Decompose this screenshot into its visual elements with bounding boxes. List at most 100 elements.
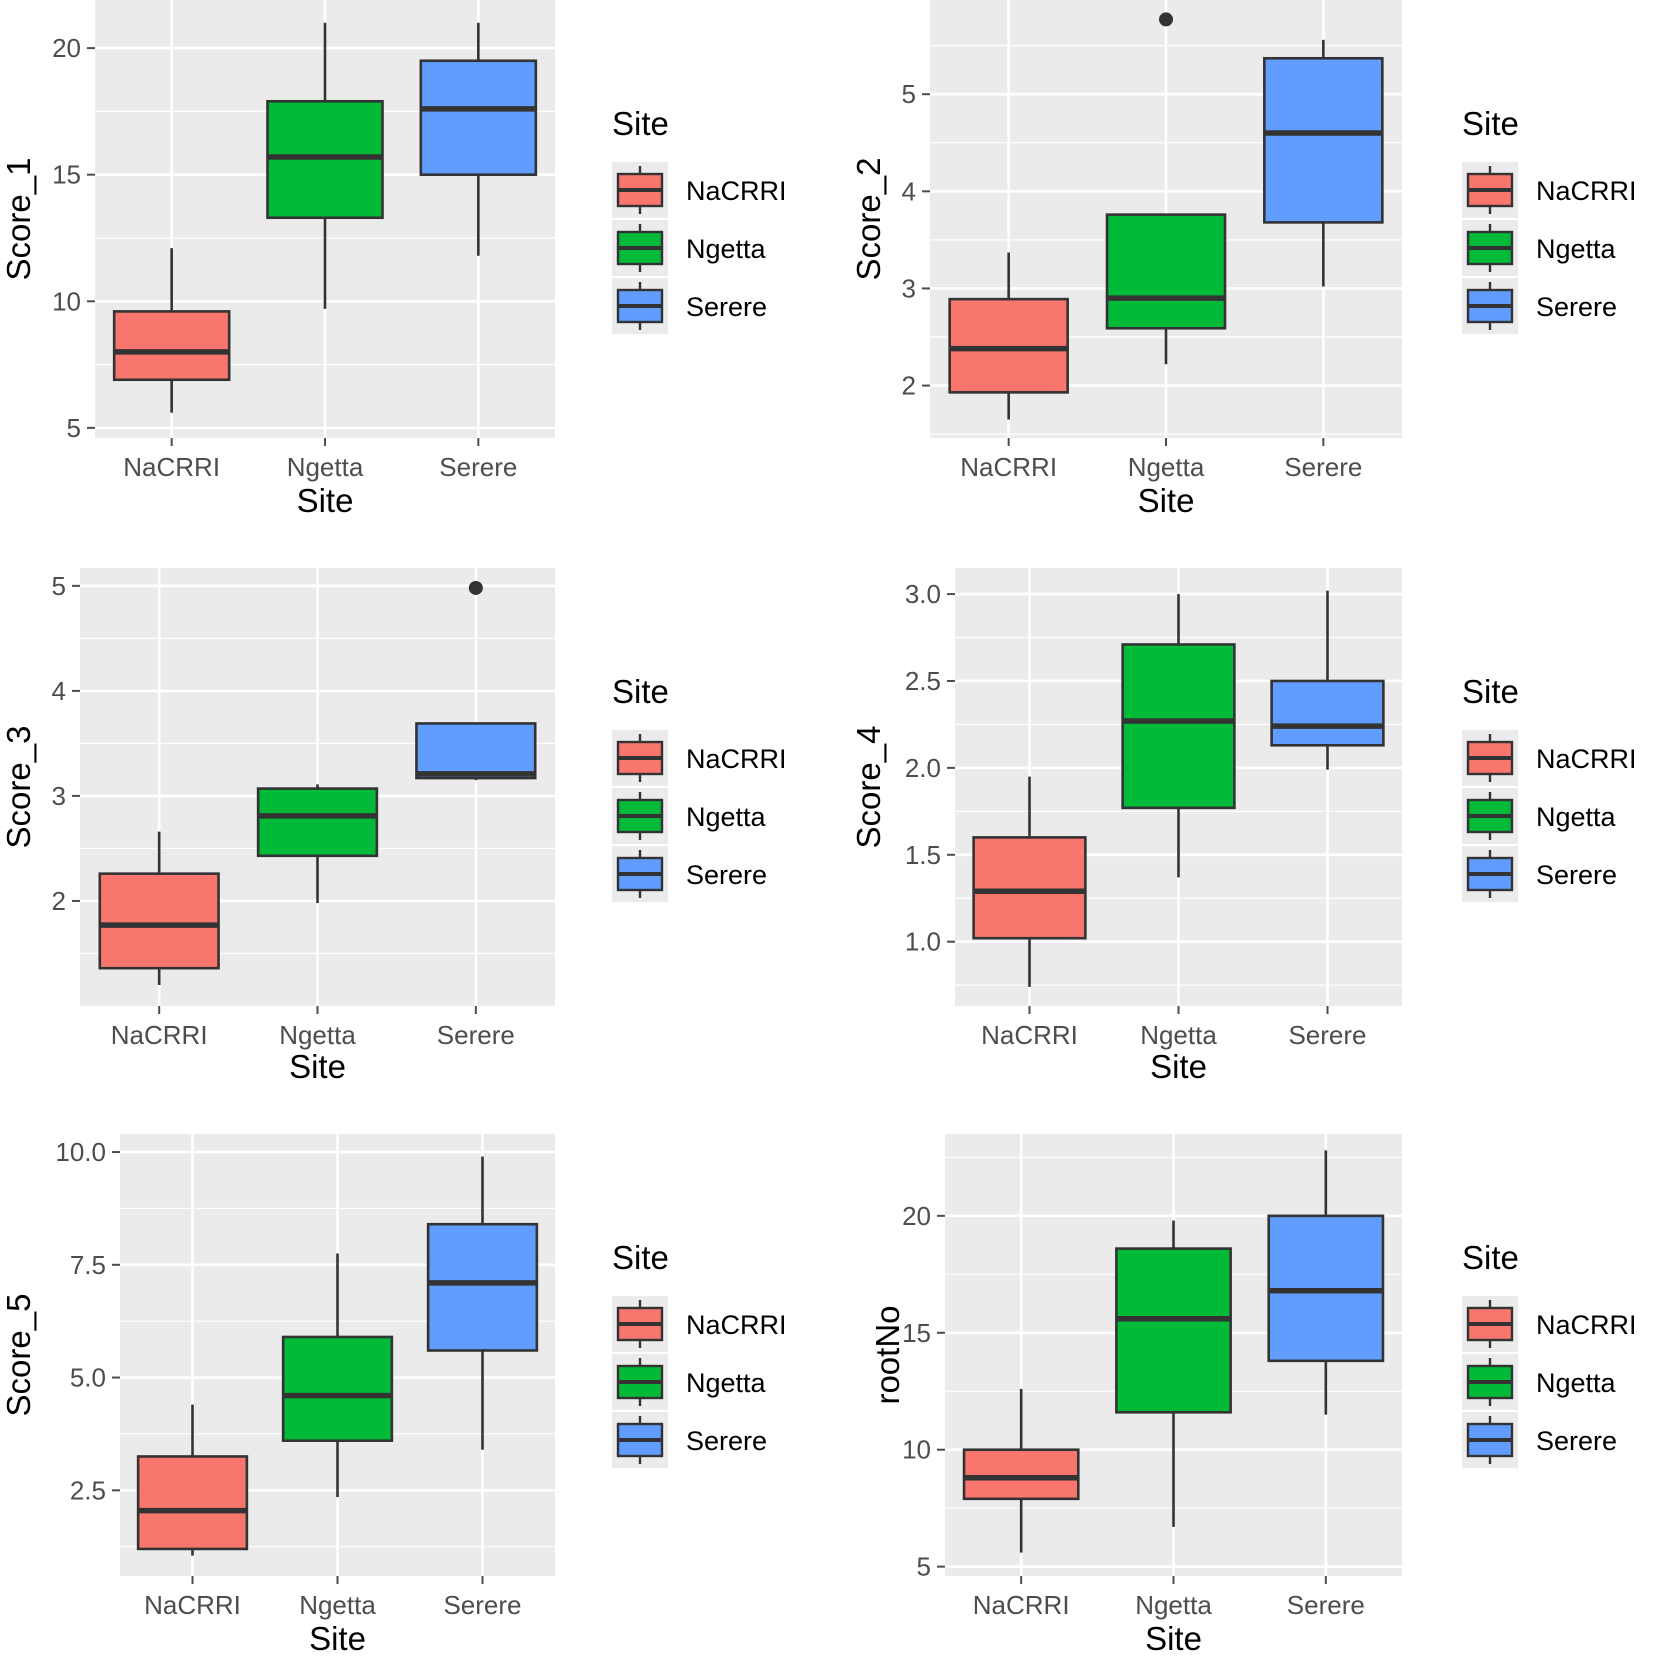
iqr-box	[256, 787, 379, 858]
legend: Site NaCRRI Ngetta Serere	[1462, 673, 1637, 902]
outlier-point	[468, 580, 483, 595]
y-tick-label: 2	[52, 886, 66, 916]
x-tick-label: NaCRRI	[123, 452, 220, 482]
legend: Site NaCRRI Ngetta Serere	[612, 673, 787, 902]
legend-label: Serere	[686, 860, 767, 890]
y-tick-label: 4	[902, 176, 916, 206]
iqr-box	[1115, 1247, 1232, 1414]
y-tick-label: 1.5	[905, 840, 941, 870]
y-tick-label: 20	[52, 33, 81, 63]
box-ngetta	[266, 22, 384, 309]
legend-label: Ngetta	[686, 1368, 767, 1398]
legend: Site NaCRRI Ngetta Serere	[612, 1239, 787, 1468]
legend-label: NaCRRI	[686, 176, 787, 206]
y-axis-title: rootNo	[869, 1305, 906, 1404]
y-tick-label: 5	[902, 79, 916, 109]
x-tick-label: Ngetta	[287, 452, 364, 482]
iqr-box	[1270, 679, 1385, 747]
x-tick-label: Ngetta	[299, 1590, 376, 1620]
iqr-box	[962, 1448, 1080, 1501]
box-ngetta	[1115, 1220, 1232, 1527]
y-axis-title: Score_4	[850, 726, 887, 849]
legend-label: Ngetta	[686, 234, 767, 264]
iqr-box	[281, 1335, 394, 1442]
y-tick-label: 15	[52, 160, 81, 190]
iqr-box	[1263, 56, 1384, 224]
outlier-point	[1159, 12, 1173, 27]
x-tick-label: Ngetta	[1140, 1020, 1217, 1050]
iqr-box	[948, 297, 1069, 394]
legend-title: Site	[612, 105, 669, 142]
iqr-box	[136, 1455, 249, 1551]
plot-score-4: 1.0 1.5 2.0 2.5 3.0 NaCRRI Ngetta Serere Site Sco…	[850, 568, 1637, 1085]
box-nacrri	[962, 1388, 1080, 1553]
y-tick-label: 5	[67, 413, 81, 443]
x-tick-label: Serere	[1284, 452, 1362, 482]
iqr-box	[972, 836, 1087, 940]
box-ngetta	[1105, 12, 1227, 365]
legend: Site NaCRRI Ngetta Serere	[1462, 1239, 1637, 1468]
box-serere	[426, 1156, 539, 1450]
y-axis-title: Score_2	[850, 158, 887, 281]
iqr-box	[112, 310, 231, 382]
y-tick-label: 10	[902, 1435, 931, 1465]
y-axis-title: Score_5	[0, 1294, 37, 1417]
x-tick-label: Serere	[437, 1020, 515, 1050]
y-tick-label: 15	[902, 1318, 931, 1348]
legend-label: NaCRRI	[686, 744, 787, 774]
plot-score-1: 5 10 15 20 NaCRRI Ngetta Serere Site Score_1 Site…	[0, 0, 787, 519]
y-tick-label: 3.0	[905, 579, 941, 609]
x-tick-label: Serere	[439, 452, 517, 482]
y-tick-label: 20	[902, 1201, 931, 1231]
x-axis-title: Site	[1138, 482, 1195, 519]
y-tick-label: 3	[52, 781, 66, 811]
x-tick-label: NaCRRI	[111, 1020, 208, 1050]
box-serere	[419, 22, 538, 256]
legend-label: Serere	[1536, 860, 1617, 890]
x-tick-label: NaCRRI	[973, 1590, 1070, 1620]
y-tick-label: 2.5	[70, 1475, 106, 1505]
y-tick-label: 2	[902, 371, 916, 401]
legend-title: Site	[612, 1239, 669, 1276]
y-axis-title: Score_1	[0, 158, 37, 281]
iqr-box	[426, 1222, 539, 1352]
legend-title: Site	[1462, 1239, 1519, 1276]
box-nacrri	[112, 248, 231, 413]
x-axis-title: Site	[1145, 1620, 1202, 1657]
legend-label: NaCRRI	[686, 1310, 787, 1340]
y-tick-label: 2.0	[905, 753, 941, 783]
iqr-box	[1121, 643, 1236, 810]
legend-label: Ngetta	[1536, 802, 1617, 832]
x-tick-label: Ngetta	[279, 1020, 356, 1050]
legend-label: NaCRRI	[1536, 176, 1637, 206]
x-tick-label: Ngetta	[1135, 1590, 1212, 1620]
y-axis-title: Score_3	[0, 726, 37, 849]
box-ngetta	[1121, 594, 1236, 878]
y-tick-label: 3	[902, 273, 916, 303]
iqr-box	[415, 722, 537, 780]
y-tick-label: 4	[52, 676, 66, 706]
y-tick-label: 7.5	[70, 1250, 106, 1280]
legend-label: Serere	[1536, 1426, 1617, 1456]
box-serere	[1263, 39, 1384, 287]
legend-label: Serere	[1536, 292, 1617, 322]
legend: Site NaCRRI Ngetta Serere	[1462, 105, 1637, 334]
y-tick-label: 2.5	[905, 666, 941, 696]
x-tick-label: NaCRRI	[960, 452, 1057, 482]
y-tick-label: 5.0	[70, 1363, 106, 1393]
legend-title: Site	[612, 673, 669, 710]
x-tick-label: Serere	[1288, 1020, 1366, 1050]
x-tick-label: Serere	[443, 1590, 521, 1620]
y-tick-label: 5	[52, 571, 66, 601]
box-nacrri	[972, 776, 1087, 987]
x-tick-label: NaCRRI	[981, 1020, 1078, 1050]
x-axis-title: Site	[309, 1620, 366, 1657]
box-nacrri	[98, 831, 220, 985]
box-ngetta	[281, 1253, 394, 1498]
legend-title: Site	[1462, 105, 1519, 142]
box-serere	[1270, 590, 1385, 770]
legend-label: NaCRRI	[1536, 1310, 1637, 1340]
box-nacrri	[136, 1404, 249, 1556]
y-tick-label: 1.0	[905, 927, 941, 957]
